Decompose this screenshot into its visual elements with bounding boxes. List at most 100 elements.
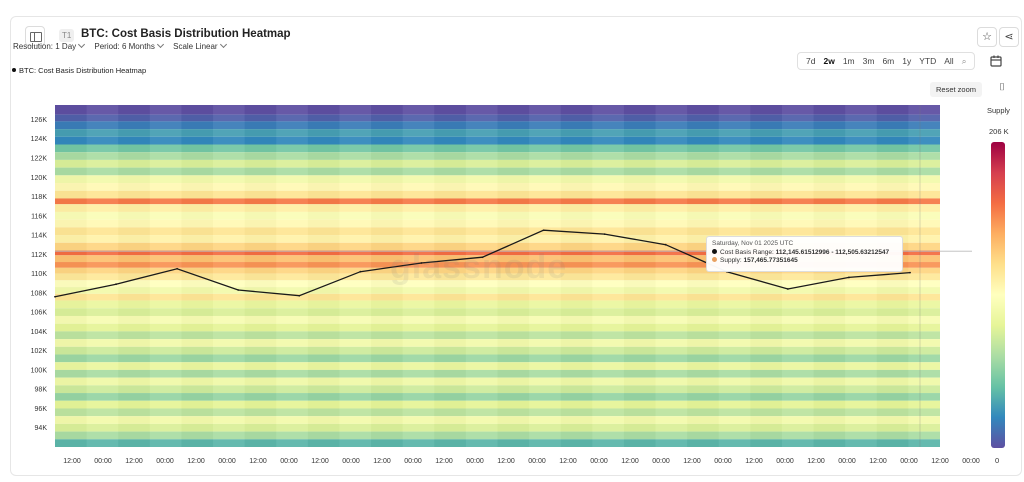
- heatmap-band: [55, 136, 940, 145]
- share-icon[interactable]: ⋖: [999, 27, 1019, 47]
- y-tick-label: 100K: [31, 367, 48, 374]
- range-7d[interactable]: 7d: [806, 56, 816, 66]
- zoom-icon[interactable]: ⌕: [961, 55, 967, 66]
- price-point: [54, 295, 56, 298]
- y-tick-label: 98K: [35, 387, 48, 394]
- heatmap-column: [118, 105, 150, 447]
- price-point: [481, 256, 484, 259]
- price-point: [359, 270, 362, 273]
- heatmap-column: [877, 105, 909, 447]
- x-tick-label: 12:00: [807, 458, 825, 465]
- y-tick-label: 102K: [31, 348, 48, 355]
- reset-zoom-button[interactable]: Reset zoom: [930, 82, 983, 97]
- price-point: [786, 288, 789, 290]
- price-point: [298, 294, 301, 297]
- y-tick-label: 94K: [35, 425, 48, 432]
- heatmap-band: [55, 308, 940, 316]
- heatmap-band: [55, 235, 940, 243]
- heatmap-column: [592, 105, 624, 447]
- y-tick-label: 122K: [31, 155, 48, 162]
- tooltip-date: Saturday, Nov 01 2025 UTC: [712, 240, 794, 247]
- tooltip-range-value: 112,145.61512996 - 112,505.63212547: [775, 249, 890, 256]
- heatmap-column: [245, 105, 277, 447]
- heatmap-band: [55, 400, 940, 409]
- x-tick-label: 12:00: [683, 458, 701, 465]
- heatmap-band: [55, 377, 940, 386]
- star-icon[interactable]: ☆: [977, 27, 997, 47]
- supply-colorbar: [991, 142, 1005, 448]
- series-legend[interactable]: BTC: Cost Basis Distribution Heatmap: [12, 66, 146, 75]
- price-point: [176, 267, 179, 270]
- y-tick-label: 118K: [31, 194, 47, 201]
- x-tick-label: 00:00: [652, 458, 670, 465]
- tooltip-range-row: Cost Basis Range: 112,145.61512996 - 112…: [712, 249, 897, 256]
- x-tick-label: 12:00: [931, 458, 949, 465]
- period-label: Period: 6 Months: [94, 42, 155, 51]
- y-tick-label: 104K: [31, 329, 48, 336]
- x-tick-label: 12:00: [63, 458, 81, 465]
- x-tick-label: 00:00: [714, 458, 732, 465]
- scale-dropdown[interactable]: Scale Linear: [173, 40, 227, 51]
- range-2w[interactable]: 2w: [823, 56, 835, 66]
- tier-badge: T1: [59, 29, 75, 42]
- price-point: [237, 289, 240, 291]
- heatmap-band: [55, 227, 940, 236]
- x-tick-label: 00:00: [94, 458, 112, 465]
- x-tick-label: 00:00: [838, 458, 856, 465]
- heatmap-column: [149, 105, 182, 447]
- heatmap-band: [55, 114, 940, 122]
- heatmap-column: [687, 105, 719, 447]
- heatmap-column: [55, 105, 87, 447]
- heatmap-column: [308, 105, 340, 447]
- heatmap-band: [55, 439, 940, 447]
- x-tick-label: 12:00: [249, 458, 267, 465]
- heatmap-band: [55, 287, 940, 294]
- y-tick-label: 116K: [31, 213, 47, 220]
- heatmap-band: [55, 152, 940, 160]
- y-tick-label: 108K: [31, 290, 48, 297]
- x-tick-label: 12:00: [559, 458, 577, 465]
- y-tick-label: 96K: [35, 406, 48, 413]
- sidebar-toggle-icon[interactable]: [25, 26, 45, 46]
- resolution-dropdown[interactable]: Resolution: 1 Day: [13, 40, 86, 51]
- x-tick-label: 12:00: [745, 458, 763, 465]
- x-tick-label: 00:00: [218, 458, 236, 465]
- tooltip-range-dot: [712, 249, 717, 254]
- range-6m[interactable]: 6m: [882, 56, 895, 66]
- period-dropdown[interactable]: Period: 6 Months: [94, 40, 164, 51]
- heatmap-band: [55, 204, 940, 212]
- x-tick-label: 12:00: [187, 458, 205, 465]
- range-1y[interactable]: 1y: [902, 56, 912, 66]
- range-3m[interactable]: 3m: [862, 56, 875, 66]
- colorbar-max-label: 206 K: [989, 127, 1009, 136]
- y-tick-label: 112K: [31, 252, 47, 259]
- range-1m[interactable]: 1m: [842, 56, 855, 66]
- heatmap-band: [55, 183, 940, 191]
- range-selector: 7d 2w 1m 3m 6m 1y YTD All ⌕: [797, 52, 976, 70]
- y-tick-label: 126K: [31, 117, 48, 124]
- camera-icon[interactable]: ⌷: [999, 82, 1005, 93]
- heatmap-band: [55, 211, 940, 220]
- heatmap-band: [55, 159, 940, 168]
- range-all[interactable]: All: [944, 56, 954, 66]
- x-tick-label: 12:00: [497, 458, 515, 465]
- heatmap-column: [908, 105, 940, 447]
- y-tick-label: 120K: [31, 175, 48, 182]
- colorbar-min-label: 0: [995, 456, 1000, 465]
- heatmap-band: [55, 408, 940, 417]
- y-tick-label: 110K: [31, 271, 47, 278]
- heatmap-column: [781, 105, 814, 447]
- heatmap-band: [55, 190, 940, 199]
- watermark: glassnode: [390, 248, 568, 286]
- heatmap-column: [465, 105, 498, 447]
- calendar-icon[interactable]: [989, 54, 1003, 68]
- heatmap-band: [55, 331, 940, 340]
- heatmap-band: [55, 346, 940, 355]
- scale-label: Scale Linear: [173, 42, 218, 51]
- range-ytd[interactable]: YTD: [919, 56, 937, 66]
- price-point: [542, 229, 545, 232]
- heatmap-band: [55, 280, 940, 288]
- heatmap-band: [55, 262, 940, 268]
- heatmap-band: [55, 129, 940, 137]
